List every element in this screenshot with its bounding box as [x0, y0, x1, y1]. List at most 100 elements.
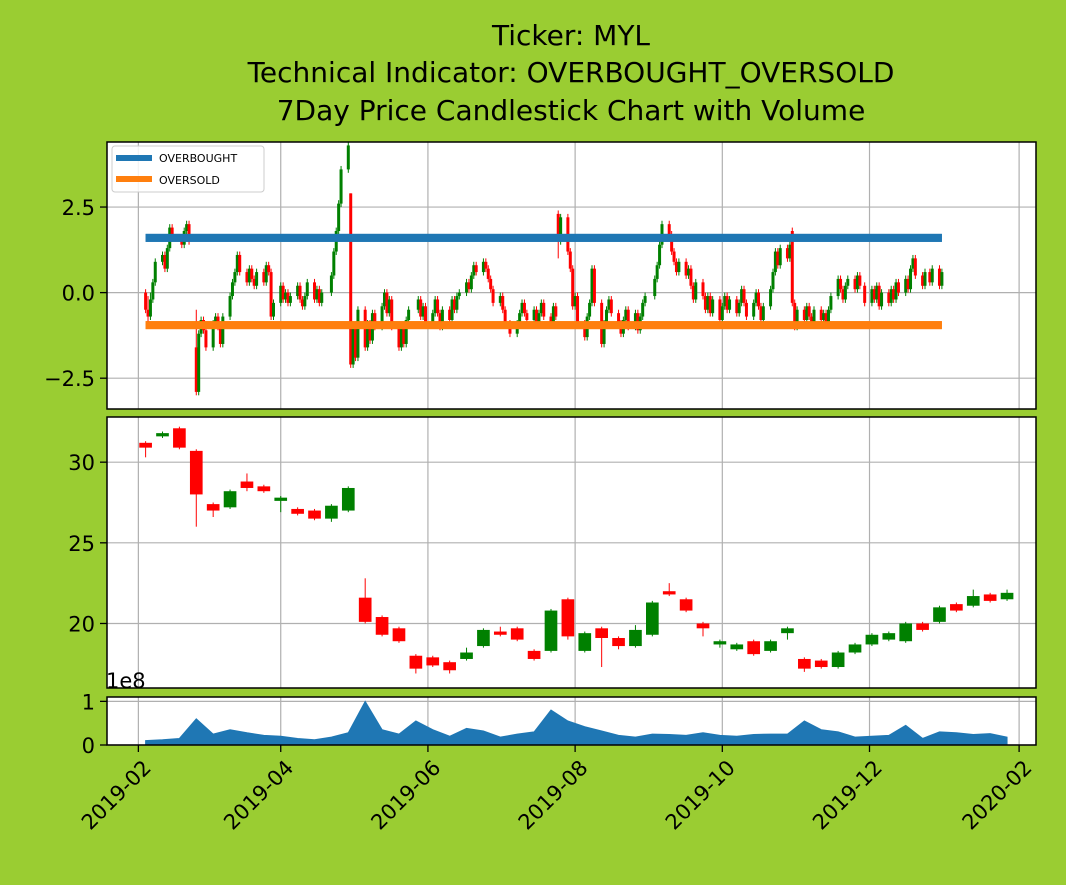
indicator-candle-body	[551, 306, 555, 324]
price-candle-body	[544, 610, 558, 651]
indicator-candle-body	[397, 326, 401, 348]
indicator-candle	[474, 261, 478, 276]
indicator-candle-body	[329, 275, 333, 293]
price-candle	[679, 597, 693, 613]
indicator-candle-body	[812, 309, 816, 324]
indicator-candle-body	[320, 292, 324, 303]
indicator-candle	[264, 261, 268, 286]
indicator-candle	[281, 282, 285, 303]
indicator-candle	[436, 296, 440, 317]
indicator-candle-body	[896, 282, 900, 293]
indicator-candle-body	[284, 292, 288, 300]
price-candle	[595, 626, 608, 668]
indicator-candle-body	[313, 282, 317, 300]
indicator-candle	[677, 258, 681, 276]
indicator-candle	[872, 285, 876, 303]
indicator-candle-body	[940, 272, 944, 286]
indicator-candle-body	[233, 272, 237, 283]
indicator-candle	[752, 299, 756, 320]
price-frame	[106, 416, 1037, 689]
indicator-candle-body	[498, 296, 502, 303]
price-candle-body	[460, 652, 473, 659]
indicator-candle-body	[160, 254, 164, 262]
indicator-candle	[542, 299, 546, 320]
indicator-candle-body	[484, 261, 488, 269]
indicator-candle-body	[238, 254, 242, 273]
indicator-candle-body	[337, 203, 341, 231]
price-candle-body	[223, 491, 237, 508]
indicator-candle-body	[843, 285, 847, 300]
indicator-candle	[247, 265, 251, 286]
indicator-candle-body	[187, 224, 191, 242]
indicator-candle-body	[390, 299, 394, 327]
indicator-candle-body	[703, 296, 707, 310]
indicator-candle-body	[281, 285, 285, 300]
indicator-candle-body	[839, 278, 843, 290]
indicator-candle-body	[921, 275, 925, 286]
indicator-candle-body	[708, 296, 712, 314]
indicator-candle	[906, 275, 910, 293]
indicator-candle-body	[725, 296, 729, 310]
price-candle-body	[764, 641, 777, 651]
indicator-candle-body	[247, 268, 251, 283]
price-candle	[173, 426, 186, 450]
indicator-candle	[674, 258, 678, 276]
indicator-candle-body	[518, 313, 522, 324]
indicator-candle-body	[904, 278, 908, 293]
indicator-candle	[279, 282, 283, 307]
indicator-candle	[387, 296, 391, 317]
indicator-candle	[870, 285, 874, 307]
price-candle	[274, 496, 288, 513]
indicator-candle	[653, 275, 657, 300]
indicator-candle-body	[776, 251, 780, 266]
price-candle-body	[781, 628, 794, 634]
x-tick-label-3: 2019-08	[514, 756, 593, 835]
indicator-candle	[284, 289, 288, 303]
indicator-candle-body	[735, 299, 739, 314]
indicator-candle-body	[653, 278, 657, 297]
indicator-candle-body	[351, 326, 355, 365]
indicator-candle-body	[214, 316, 218, 324]
indicator-candle	[146, 296, 150, 324]
indicator-candle	[590, 265, 594, 307]
indicator-candle-body	[250, 268, 254, 279]
price-candle-body	[358, 597, 372, 622]
indicator-candle	[839, 275, 843, 293]
indicator-candle-body	[592, 268, 596, 303]
indicator-candle	[940, 268, 944, 290]
price-candle	[882, 631, 896, 642]
indicator-candle	[641, 299, 645, 320]
indicator-candle-body	[658, 244, 662, 266]
indicator-candle-body	[573, 296, 577, 307]
indicator-candle	[286, 289, 290, 307]
indicator-candle	[298, 282, 302, 303]
indicator-candle	[204, 326, 208, 351]
indicator-candle	[349, 193, 353, 368]
price-candle-body	[189, 450, 203, 495]
indicator-candle	[238, 251, 242, 276]
indicator-candle	[416, 296, 420, 314]
indicator-candle-body	[701, 282, 705, 297]
indicator-candle	[684, 258, 688, 279]
indicator-candle	[788, 241, 792, 262]
indicator-candle	[267, 261, 271, 276]
indicator-candle	[501, 292, 505, 314]
price-candle	[646, 600, 659, 637]
indicator-candle	[904, 275, 908, 297]
indicator-candle-body	[785, 248, 789, 259]
price-candle	[156, 431, 169, 438]
price-candle	[291, 507, 304, 516]
indicator-candle-body	[588, 302, 592, 317]
indicator-candle-body	[894, 282, 898, 300]
indicator-candle-body	[380, 306, 384, 327]
price-candle-body	[612, 637, 625, 647]
price-candle	[916, 621, 929, 632]
chart-title-line-1: Ticker: MYL	[491, 19, 650, 52]
indicator-candle	[691, 282, 695, 303]
indicator-candle-body	[255, 272, 259, 286]
volume-panel: 10	[82, 690, 1037, 758]
indicator-candle-body	[503, 309, 507, 324]
indicator-candle	[520, 299, 524, 317]
price-candle-body	[814, 660, 828, 668]
indicator-candle	[354, 323, 358, 362]
